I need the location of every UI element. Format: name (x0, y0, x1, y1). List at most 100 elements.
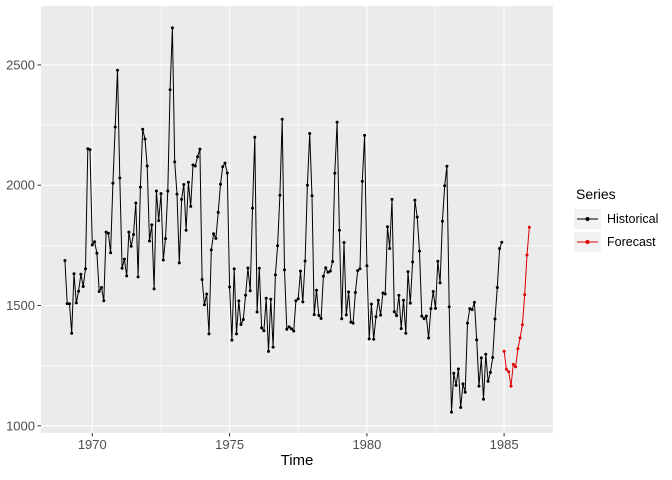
historical-point (454, 383, 458, 387)
historical-point (388, 247, 392, 250)
historical-point (214, 236, 218, 240)
forecast-point (518, 336, 522, 340)
historical-point (111, 181, 115, 185)
historical-point (434, 306, 437, 310)
historical-point (296, 297, 300, 301)
historical-point (118, 176, 122, 180)
historical-point (150, 223, 154, 227)
legend-label-historical: Historical (607, 212, 659, 226)
historical-point (81, 285, 85, 288)
forecast-point (514, 365, 518, 369)
historical-point (216, 210, 220, 214)
x-axis-title: Time (280, 452, 314, 469)
historical-point (367, 337, 371, 341)
historical-point (260, 326, 264, 330)
historical-point (248, 289, 252, 293)
historical-point (106, 231, 110, 235)
historical-point (175, 192, 179, 196)
historical-point (328, 269, 332, 273)
historical-point (154, 189, 158, 193)
historical-point (223, 161, 227, 165)
historical-point (477, 384, 481, 388)
historical-point (93, 240, 97, 244)
historical-point (97, 290, 101, 293)
historical-point (186, 180, 190, 184)
x-tick-label: 1985 (490, 437, 519, 452)
historical-point (358, 267, 362, 271)
historical-point (402, 298, 405, 302)
historical-point (461, 382, 465, 386)
historical-point (182, 183, 186, 186)
historical-point (443, 184, 447, 188)
historical-point (246, 266, 250, 270)
historical-point (376, 298, 380, 302)
historical-point (127, 230, 131, 234)
historical-point (77, 289, 81, 293)
historical-point (374, 315, 378, 319)
historical-point (196, 155, 200, 159)
historical-point (230, 338, 234, 342)
historical-point (102, 299, 106, 303)
forecast-point (520, 323, 524, 327)
historical-point (498, 247, 502, 250)
x-tick-label: 1970 (78, 437, 107, 452)
x-tick-label: 1975 (215, 437, 244, 452)
historical-point (116, 68, 119, 72)
historical-point (326, 270, 330, 274)
historical-point (337, 228, 341, 232)
historical-point (438, 281, 442, 285)
historical-point (134, 201, 138, 205)
historical-point (280, 117, 284, 121)
historical-point (381, 291, 385, 295)
historical-point (315, 288, 318, 292)
historical-point (447, 305, 451, 309)
historical-point (445, 164, 449, 168)
historical-point (166, 189, 170, 193)
legend-key-historical-glyph (574, 209, 601, 229)
historical-point (287, 325, 291, 329)
historical-point (143, 137, 147, 141)
historical-point (440, 219, 444, 223)
historical-point (360, 179, 364, 183)
y-tick-label: 2500 (6, 57, 35, 72)
historical-point (184, 228, 188, 232)
historical-point (63, 259, 67, 262)
historical-point (79, 272, 83, 276)
historical-point (319, 317, 323, 320)
historical-point (241, 318, 245, 321)
historical-point (468, 307, 472, 311)
historical-point (262, 329, 266, 333)
historical-point (404, 331, 408, 335)
historical-point (202, 303, 206, 307)
forecast-point (509, 384, 513, 388)
historical-point (88, 148, 92, 152)
historical-point (344, 313, 348, 317)
historical-point (427, 336, 431, 340)
historical-point (431, 290, 435, 293)
historical-point (310, 194, 314, 198)
historical-point (321, 274, 325, 278)
historical-point (383, 292, 387, 296)
historical-point (72, 272, 76, 276)
historical-point (484, 352, 488, 356)
historical-point (335, 120, 339, 124)
historical-point (244, 293, 248, 297)
historical-point (466, 321, 469, 325)
historical-point (145, 164, 149, 168)
historical-point (317, 313, 321, 317)
historical-point (301, 300, 305, 304)
historical-point (95, 251, 99, 255)
historical-point (136, 275, 140, 279)
historical-point (333, 171, 337, 175)
historical-point (271, 345, 275, 349)
historical-point (276, 244, 280, 248)
historical-point (219, 182, 222, 186)
historical-point (418, 249, 421, 253)
historical-point (168, 88, 172, 92)
historical-point (120, 266, 124, 270)
historical-point (161, 258, 165, 262)
historical-point (413, 198, 417, 202)
historical-point (148, 239, 151, 243)
historical-point (395, 314, 399, 318)
